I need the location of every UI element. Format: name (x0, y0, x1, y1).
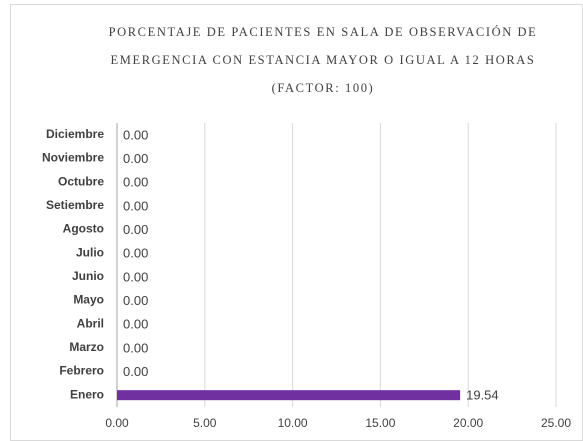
x-tick-label: 15.00 (365, 416, 395, 430)
chart-subtitle: (FACTOR: 100) (272, 81, 375, 95)
x-tick-label: 10.00 (278, 416, 308, 430)
x-tick-label: 0.00 (105, 416, 129, 430)
bar (117, 390, 461, 401)
y-tick-label: Octubre (58, 174, 104, 188)
y-tick-label: Mayo (73, 293, 104, 307)
data-label: 0.00 (123, 198, 148, 213)
y-tick-label: Agosto (63, 222, 104, 236)
data-label: 0.00 (123, 127, 148, 142)
data-label: 0.00 (123, 175, 148, 190)
chart-title: PORCENTAJE DE PACIENTES EN SALA DE OBSER… (109, 25, 538, 39)
x-tick-label: 20.00 (453, 416, 483, 430)
y-tick-label: Setiembre (46, 198, 104, 212)
y-tick-label: Febrero (59, 364, 104, 378)
data-label: 19.54 (466, 388, 499, 403)
chart-border (10, 4, 583, 441)
x-tick-label: 25.00 (541, 416, 571, 430)
data-label: 0.00 (123, 222, 148, 237)
y-tick-label: Julio (76, 245, 104, 259)
y-tick-label: Diciembre (46, 127, 104, 141)
data-label: 0.00 (123, 340, 148, 355)
y-tick-label: Noviembre (42, 151, 104, 165)
y-tick-label: Abril (77, 316, 104, 330)
data-label: 0.00 (123, 317, 148, 332)
data-label: 0.00 (123, 293, 148, 308)
chart-title: EMERGENCIA CON ESTANCIA MAYOR O IGUAL A … (111, 53, 536, 67)
data-label: 0.00 (123, 269, 148, 284)
data-label: 0.00 (123, 151, 148, 166)
data-label: 0.00 (123, 364, 148, 379)
y-tick-label: Enero (70, 387, 104, 401)
y-tick-label: Marzo (69, 340, 104, 354)
data-label: 0.00 (123, 246, 148, 261)
x-tick-label: 5.00 (193, 416, 217, 430)
y-tick-label: Junio (72, 269, 104, 283)
